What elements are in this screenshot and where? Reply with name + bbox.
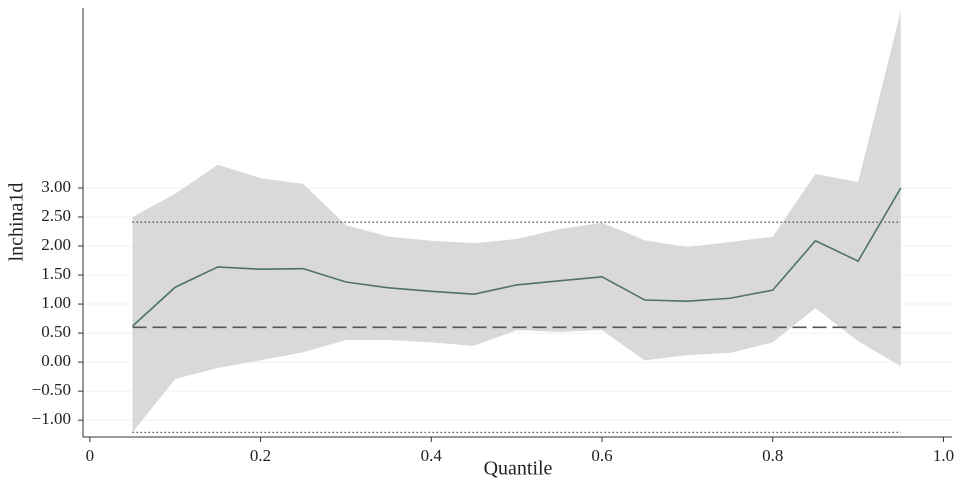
y-tick-label: 2.50 bbox=[41, 206, 71, 225]
y-tick-label: −0.50 bbox=[32, 380, 71, 399]
x-axis-label: Quantile bbox=[484, 458, 553, 480]
y-tick-label: 0.50 bbox=[41, 322, 71, 341]
y-tick-label: 1.50 bbox=[41, 264, 71, 283]
y-tick-label: 2.00 bbox=[41, 235, 71, 254]
x-tick-label: 0.8 bbox=[762, 446, 783, 465]
y-tick-label: 3.00 bbox=[41, 177, 71, 196]
x-tick-label: 0.6 bbox=[591, 446, 612, 465]
y-axis-label: lnchina1d bbox=[6, 183, 28, 262]
x-tick-label: 0 bbox=[86, 446, 95, 465]
y-tick-label: −1.00 bbox=[32, 409, 71, 428]
x-tick-label: 0.2 bbox=[250, 446, 271, 465]
x-tick-label: 1.0 bbox=[933, 446, 954, 465]
y-tick-label: 1.00 bbox=[41, 293, 71, 312]
y-tick-label: 0.00 bbox=[41, 351, 71, 370]
estimate-line bbox=[131, 187, 902, 327]
x-tick-label: 0.4 bbox=[421, 446, 443, 465]
